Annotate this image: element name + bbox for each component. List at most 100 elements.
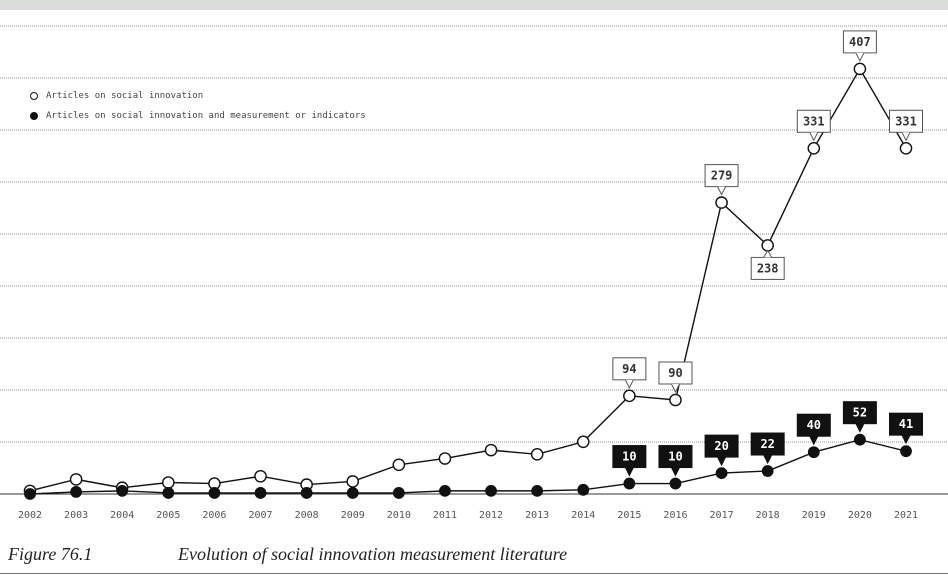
series-line-measurement [29,438,907,495]
data-label-measurement: 40 [807,418,821,432]
data-point-social-innovation [530,448,544,461]
data-label-box-social-innovation [750,256,785,280]
series-line-social-innovation [29,67,907,492]
open-circle-icon [30,92,38,100]
x-tick-label: 2010 [387,510,411,521]
data-label-social-innovation: 331 [895,114,917,128]
data-label-social-innovation: 90 [668,366,682,380]
x-tick-label: 2021 [894,510,918,521]
data-label-social-innovation: 331 [803,114,825,128]
data-label-measurement: 22 [760,437,774,451]
caption-rule [0,573,948,574]
data-point-measurement [254,487,267,499]
chart-legend: Articles on social innovation Articles o… [30,86,366,126]
data-label-measurement: 10 [622,450,636,464]
line-chart: 2002 2003 2004 2005 2006 2007 2008 2009 2010 2011… [0,25,948,521]
data-point-measurement [577,483,590,496]
x-tick-label: 2004 [110,510,134,521]
x-tick-label: 2007 [248,510,272,521]
figure-caption-text: Evolution of social innovation measureme… [178,543,568,564]
top-bar [0,0,948,10]
data-point-social-innovation [162,476,175,489]
data-label-pointer [855,52,865,63]
x-tick-label: 2008 [295,510,319,521]
data-point-social-innovation [899,141,913,155]
legend-label-social-innovation: Articles on social innovation [46,91,204,101]
data-point-measurement [208,487,221,499]
data-label-pointer [717,186,727,196]
data-point-measurement [715,467,728,480]
data-point-measurement [531,484,544,497]
data-point-social-innovation [853,62,867,76]
x-tick-label: 2013 [525,510,549,521]
data-point-social-innovation [484,443,498,457]
data-label-pointer [624,467,634,477]
legend-entry-social-innovation: Articles on social innovation [30,86,366,106]
data-label-pointer [671,467,680,477]
data-label-pointer [809,435,819,446]
data-point-social-innovation [761,239,774,252]
x-tick-label: 2012 [479,510,503,521]
data-point-measurement [24,488,36,500]
x-tick-label: 2005 [156,510,180,521]
x-tick-label: 2009 [341,510,365,521]
data-point-social-innovation [576,435,590,449]
x-tick-label: 2019 [802,510,826,521]
data-point-measurement [392,487,405,499]
data-point-measurement [900,445,912,458]
data-point-measurement [807,446,820,459]
data-label-pointer [901,434,911,445]
data-point-social-innovation [715,196,728,209]
data-point-social-innovation [392,458,406,472]
data-label-pointer [763,249,773,258]
data-point-measurement [70,486,83,498]
x-tick-label: 2015 [617,510,641,521]
data-label-pointer [763,454,773,465]
figure-label: Figure 76.1 [8,543,93,564]
data-label-measurement: 10 [668,450,682,464]
data-point-measurement [162,487,175,499]
data-label-social-innovation: 94 [622,362,636,376]
data-point-measurement [116,484,129,497]
figure-caption: Figure 76.1 Evolution of social innovati… [8,540,928,568]
x-tick-label: 2014 [571,510,595,521]
data-label-pointer [855,423,865,433]
data-label-pointer [901,132,911,142]
data-label-box-social-innovation [889,109,923,133]
data-point-social-innovation [69,473,83,486]
data-point-measurement [485,484,497,497]
legend-entry-measurement: Articles on social innovation and measur… [30,106,366,126]
x-tick-label: 2016 [663,510,687,521]
data-point-measurement [300,487,313,499]
data-point-social-innovation [623,389,636,403]
data-label-measurement: 20 [714,439,728,453]
filled-circle-icon [30,112,38,120]
legend-label-measurement: Articles on social innovation and measur… [46,111,366,121]
x-tick-label: 2006 [202,510,226,521]
x-tick-label: 2020 [848,510,872,521]
data-label-pointer [671,383,680,394]
data-point-social-innovation [669,393,682,407]
data-point-measurement [439,484,451,497]
data-label-pointer [809,132,819,142]
x-tick-label: 2003 [64,510,88,521]
data-label-measurement: 41 [899,417,913,431]
data-label-measurement: 52 [853,406,867,420]
data-point-measurement [346,487,359,499]
data-label-social-innovation: 279 [711,169,733,183]
data-point-measurement [623,477,636,490]
data-label-pointer [624,379,634,389]
data-point-social-innovation [254,469,267,483]
data-point-measurement [853,433,866,446]
data-label-social-innovation: 238 [757,261,779,275]
x-tick-label: 2011 [433,510,457,521]
data-point-measurement [669,477,682,490]
x-tick-label: 2002 [18,510,42,521]
data-label-box-social-innovation [796,109,831,133]
data-point-social-innovation [346,475,360,488]
data-label-social-innovation: 407 [849,35,871,49]
data-point-social-innovation [807,141,821,155]
data-point-measurement [761,465,774,477]
x-tick-label: 2018 [756,510,780,521]
